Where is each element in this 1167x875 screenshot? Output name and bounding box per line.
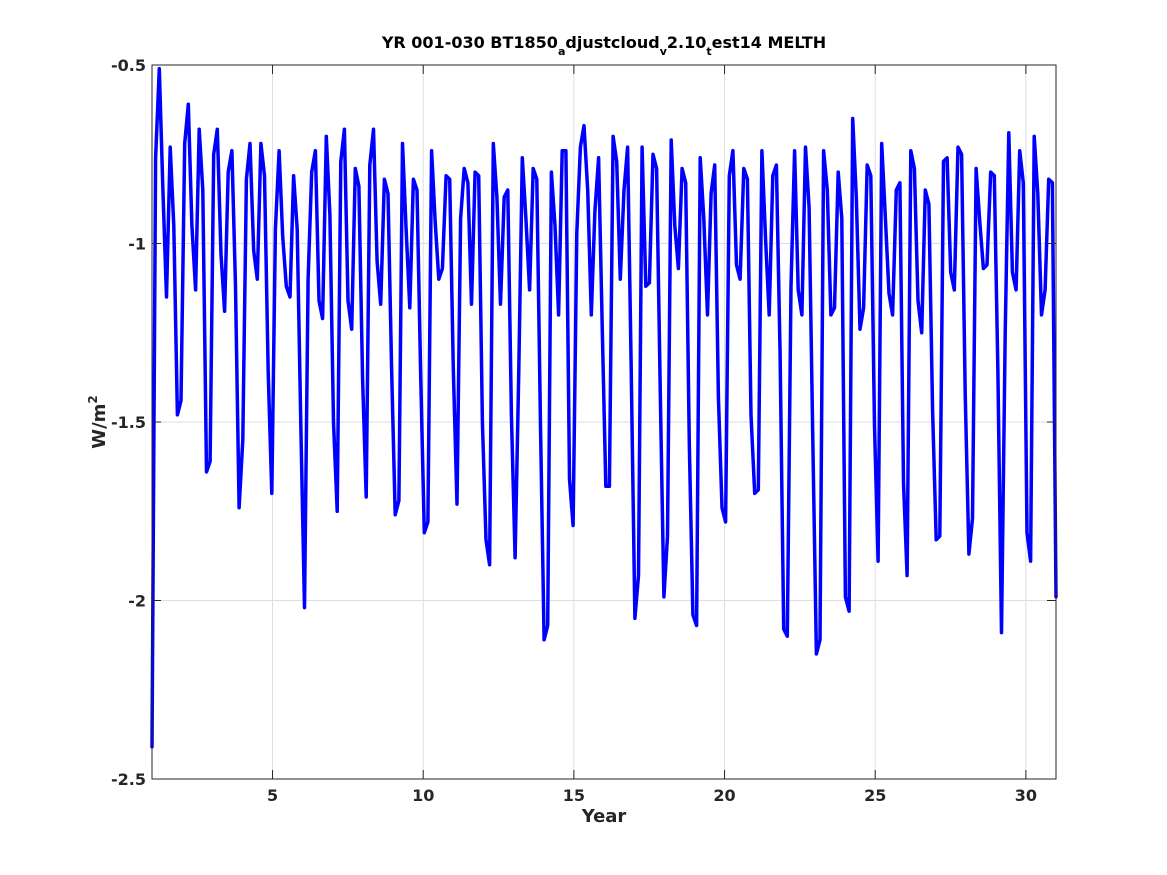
y-tick-label: -2.5: [111, 770, 146, 789]
y-tick-label: -1: [128, 235, 146, 254]
tick-labels: 5 10 15 20 25 30 -2.5 -2 -1.5 -1 -0.5: [111, 56, 1037, 805]
y-axis-title: W/m2: [86, 395, 110, 449]
y-tick-label: -0.5: [111, 56, 146, 75]
x-tick-label: 15: [563, 786, 585, 805]
chart-title: YR 001-030 BT1850adjustcloudv2.10test14 …: [381, 33, 826, 58]
axis-ticks: [152, 64, 1056, 780]
series-line: [150, 66, 1058, 749]
x-tick-label: 25: [864, 786, 886, 805]
x-tick-label: 5: [267, 786, 278, 805]
x-axis-title: Year: [581, 806, 627, 827]
y-tick-label: -1.5: [111, 413, 146, 432]
x-tick-label: 20: [713, 786, 735, 805]
x-tick-label: 30: [1015, 786, 1037, 805]
y-tick-label: -2: [128, 592, 146, 611]
x-tick-label: 10: [412, 786, 434, 805]
